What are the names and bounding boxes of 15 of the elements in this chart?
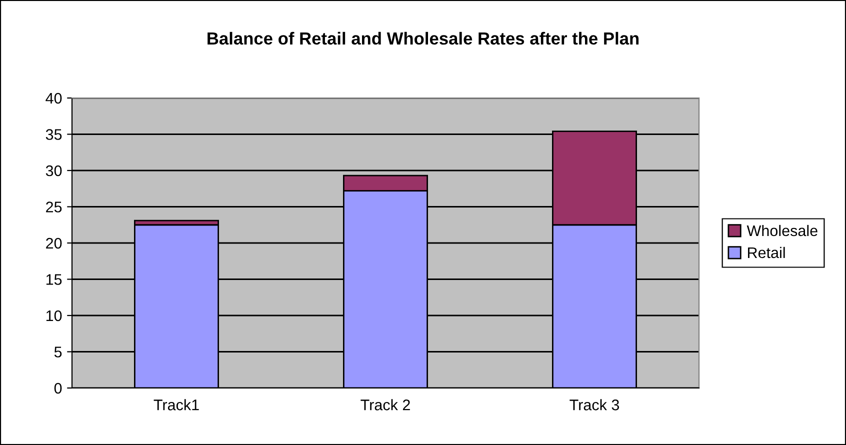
y-tick-label: 15 [46,274,62,285]
y-tick-label: 20 [46,238,62,249]
y-tick-label: 40 [46,92,62,104]
legend-label: Retail [748,246,785,258]
y-tick-label: 10 [46,310,62,322]
y-tick-label: 0 [54,382,62,394]
x-tick-label: Track1 [154,399,199,410]
y-tick-label: 35 [46,129,62,140]
legend-label: Wholesale [746,224,818,236]
x-tick-label: Track 3 [570,399,620,410]
chart-title: Balance of Retail and Wholesale Rates after the Plan [208,32,639,45]
x-tick-label: Track 2 [360,399,410,410]
y-tick-label: 5 [54,346,62,358]
y-tick-label: 30 [46,165,62,176]
y-tick-label: 25 [46,202,62,212]
